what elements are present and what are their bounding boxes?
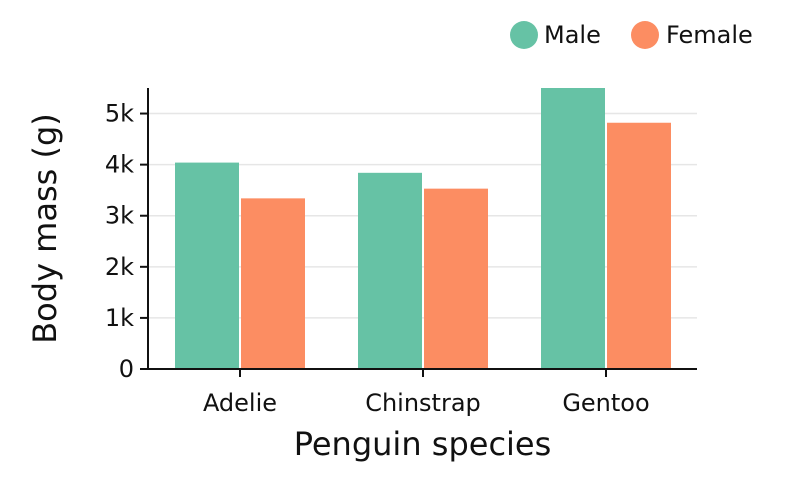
y-tick-label: 3k bbox=[105, 202, 134, 230]
grid-lines bbox=[148, 112, 697, 319]
y-tick-label: 0 bbox=[119, 355, 134, 383]
bar-male-chinstrap bbox=[358, 172, 422, 369]
y-ticks: 0 1k 2k 3k 4k 5k bbox=[105, 100, 148, 383]
x-tick-label: Chinstrap bbox=[365, 389, 481, 417]
legend: Male Female bbox=[510, 21, 753, 49]
legend-swatch-female bbox=[631, 21, 659, 49]
y-axis-title: Body mass (g) bbox=[26, 113, 64, 344]
y-tick-label: 4k bbox=[105, 151, 134, 179]
bar-female-gentoo bbox=[607, 122, 671, 369]
y-tick-label: 5k bbox=[105, 100, 134, 128]
bar-female-adelie bbox=[241, 198, 305, 369]
y-tick-label: 1k bbox=[105, 304, 134, 332]
bars bbox=[175, 88, 671, 369]
x-ticks: Adelie Chinstrap Gentoo bbox=[203, 369, 650, 417]
bar-female-chinstrap bbox=[424, 188, 488, 369]
legend-label-male: Male bbox=[544, 21, 601, 49]
x-tick-label: Adelie bbox=[203, 389, 277, 417]
legend-label-female: Female bbox=[666, 21, 753, 49]
x-tick-label: Gentoo bbox=[562, 389, 649, 417]
x-axis-title: Penguin species bbox=[294, 425, 552, 463]
y-tick-label: 2k bbox=[105, 253, 134, 281]
bar-male-gentoo bbox=[541, 88, 605, 369]
legend-swatch-male bbox=[510, 21, 538, 49]
bar-male-adelie bbox=[175, 162, 239, 369]
